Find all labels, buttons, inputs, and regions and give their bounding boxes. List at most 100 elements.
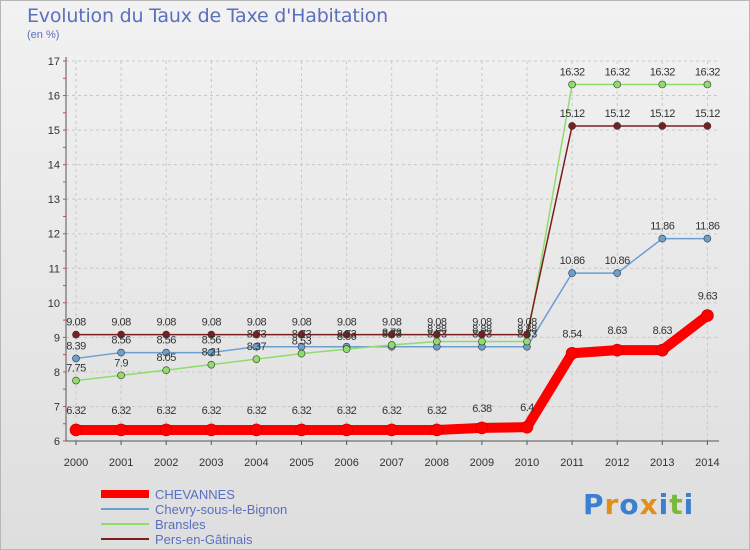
y-tick-label: 7 bbox=[54, 401, 60, 413]
legend-swatch bbox=[101, 490, 149, 498]
y-tick-label: 6 bbox=[54, 436, 60, 448]
data-labels: 6.32 6.32 6.32 6.32 6.32 6.32 6.32 6.32 6.32 6.38… bbox=[66, 66, 721, 417]
logo-letter: i bbox=[658, 488, 670, 521]
legend-swatch bbox=[101, 508, 149, 510]
data-point bbox=[72, 354, 80, 363]
data-label: 6.32 bbox=[66, 405, 86, 417]
x-tick-label: 2000 bbox=[64, 457, 88, 469]
data-point bbox=[162, 348, 170, 357]
x-tick-label: 2003 bbox=[199, 457, 223, 469]
data-label: 6.32 bbox=[202, 405, 222, 417]
data-point bbox=[520, 420, 534, 434]
data-label: 10.86 bbox=[560, 255, 585, 267]
data-point bbox=[342, 345, 351, 353]
y-tick-label: 16 bbox=[48, 91, 60, 103]
data-point bbox=[340, 423, 353, 437]
logo-letter: o bbox=[619, 488, 640, 521]
data-label: 8.39 bbox=[66, 340, 86, 352]
data-label: 6.38 bbox=[472, 403, 492, 415]
data-label: 8.37 bbox=[247, 341, 267, 353]
data-point bbox=[162, 330, 170, 339]
data-label: 10.86 bbox=[605, 255, 630, 267]
logo-letter: x bbox=[639, 488, 659, 521]
data-label: 9.08 bbox=[66, 317, 86, 329]
x-tick-label: 2009 bbox=[470, 457, 494, 469]
data-label: 11.86 bbox=[695, 221, 720, 233]
data-label: 8.63 bbox=[607, 325, 627, 337]
data-label: 9.08 bbox=[202, 317, 222, 329]
data-point bbox=[568, 122, 576, 130]
proxiti-logo: Proxiti bbox=[583, 488, 694, 521]
data-label: 8.63 bbox=[653, 325, 673, 337]
logo-letter: r bbox=[604, 488, 620, 521]
unit-label: (en %) bbox=[27, 29, 60, 41]
data-label: 7.9 bbox=[114, 357, 128, 369]
y-tick-label: 8 bbox=[54, 367, 60, 379]
data-label: 9.08 bbox=[382, 317, 402, 329]
data-point bbox=[613, 80, 622, 89]
y-tick-label: 12 bbox=[48, 229, 60, 241]
data-label: 8.54 bbox=[562, 328, 582, 340]
data-label: 8.56 bbox=[202, 335, 222, 347]
y-tick-label: 11 bbox=[49, 263, 60, 275]
x-tick-label: 2014 bbox=[695, 457, 719, 469]
data-point bbox=[252, 330, 261, 339]
data-label: 8.73 bbox=[337, 329, 357, 341]
data-point bbox=[703, 122, 712, 130]
x-tick-label: 2007 bbox=[379, 457, 403, 469]
y-tick-label: 13 bbox=[48, 194, 60, 206]
data-point bbox=[297, 330, 306, 339]
data-point bbox=[252, 355, 261, 363]
data-point bbox=[703, 80, 712, 89]
data-label: 8.88 bbox=[472, 324, 492, 336]
data-point bbox=[297, 349, 306, 358]
data-label: 16.32 bbox=[695, 66, 720, 78]
x-tick-label: 2013 bbox=[650, 457, 674, 469]
data-point bbox=[613, 269, 622, 277]
data-point bbox=[205, 423, 218, 437]
data-label: 9.08 bbox=[111, 317, 131, 329]
data-point bbox=[385, 423, 399, 437]
data-point bbox=[250, 423, 263, 437]
data-label: 6.4 bbox=[520, 402, 534, 414]
data-label: 11.86 bbox=[650, 221, 675, 233]
data-point bbox=[565, 346, 579, 360]
data-label: 15.12 bbox=[605, 108, 630, 120]
data-label: 15.12 bbox=[650, 108, 675, 120]
data-label: 9.08 bbox=[517, 317, 537, 329]
logo-letter: t bbox=[669, 488, 684, 521]
x-tick-label: 2002 bbox=[154, 457, 178, 469]
x-tick-label: 2011 bbox=[560, 457, 584, 469]
data-label: 6.32 bbox=[382, 405, 402, 417]
data-label: 8.21 bbox=[202, 347, 222, 359]
x-tick-label: 2001 bbox=[109, 457, 133, 469]
data-label: 16.32 bbox=[605, 66, 630, 78]
data-label: 8.56 bbox=[111, 335, 131, 347]
legend-swatch bbox=[101, 523, 149, 525]
data-label: 8.88 bbox=[427, 324, 447, 336]
data-point bbox=[610, 343, 624, 357]
y-tick-label: 10 bbox=[48, 298, 60, 310]
data-point bbox=[72, 376, 80, 385]
data-label: 9.08 bbox=[247, 317, 267, 329]
data-point bbox=[117, 348, 125, 357]
data-point bbox=[159, 423, 173, 437]
data-point bbox=[117, 330, 125, 339]
data-label: 9.63 bbox=[698, 291, 718, 303]
y-tick-label: 17 bbox=[48, 56, 60, 68]
chart-title: Evolution du Taux de Taxe d'Habitation bbox=[27, 5, 388, 27]
data-point bbox=[295, 423, 308, 437]
data-point bbox=[207, 360, 216, 369]
data-label: 8.53 bbox=[292, 336, 312, 348]
data-label: 6.32 bbox=[337, 405, 357, 417]
data-point bbox=[703, 234, 712, 243]
data-point bbox=[568, 80, 576, 89]
data-label: 7.75 bbox=[66, 363, 86, 375]
data-point bbox=[701, 309, 714, 322]
data-point bbox=[207, 348, 216, 357]
data-label: 8.73 bbox=[247, 329, 267, 341]
data-point bbox=[568, 269, 576, 277]
x-tick-label: 2008 bbox=[425, 457, 449, 469]
data-point bbox=[72, 330, 80, 339]
